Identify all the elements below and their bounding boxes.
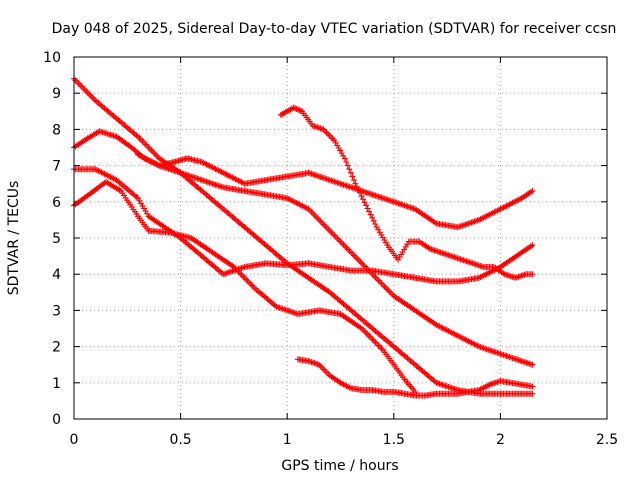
series-s5-markers <box>135 151 536 368</box>
y-tick-label: 6 <box>52 195 61 211</box>
y-tick-label: 8 <box>52 122 61 138</box>
series-s1-markers <box>71 75 536 397</box>
y-tick-label: 10 <box>43 50 61 66</box>
tick-labels: 0 0.5 1 1.5 2 2.5 0 1 2 3 4 5 6 7 8 9 10 <box>43 50 618 448</box>
axis-ticks <box>73 56 608 420</box>
series-s2-markers <box>71 128 536 231</box>
plot-frame <box>73 56 608 420</box>
chart-title: Day 048 of 2025, Sidereal Day-to-day VTE… <box>52 21 617 37</box>
series-group <box>71 75 536 399</box>
x-axis-label: GPS time / hours <box>281 458 398 474</box>
x-tick-label: 2.5 <box>596 432 618 448</box>
y-axis-label: SDTVAR / TECUs <box>6 181 22 296</box>
x-tick-label: 2 <box>496 432 505 448</box>
y-tick-label: 2 <box>52 340 61 356</box>
y-tick-label: 9 <box>52 86 61 102</box>
y-tick-label: 0 <box>52 412 61 428</box>
x-tick-label: 1 <box>283 432 292 448</box>
series-s7-markers <box>294 356 536 399</box>
y-tick-label: 1 <box>52 376 61 392</box>
series-s4-markers <box>71 178 419 395</box>
y-tick-label: 3 <box>52 303 61 319</box>
y-tick-label: 5 <box>52 231 61 247</box>
y-tick-label: 7 <box>52 159 61 175</box>
x-tick-label: 0 <box>70 432 79 448</box>
series-s6-markers <box>277 104 536 281</box>
x-tick-label: 1.5 <box>383 432 405 448</box>
y-tick-label: 4 <box>52 267 61 283</box>
x-tick-label: 0.5 <box>169 432 191 448</box>
